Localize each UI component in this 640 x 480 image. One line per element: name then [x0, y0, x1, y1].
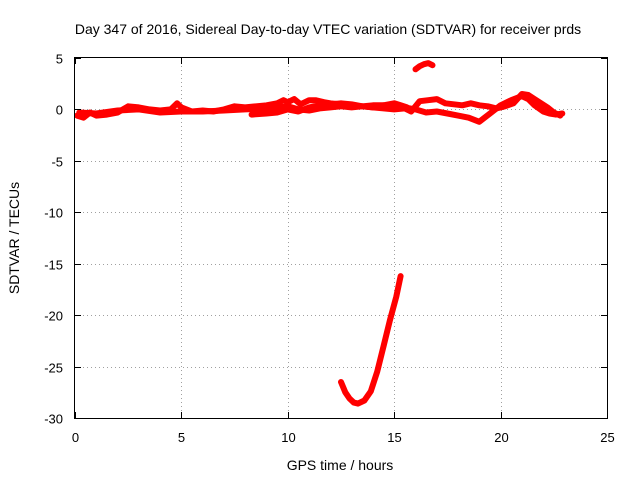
plot-frame — [74, 57, 608, 419]
data-series — [74, 60, 566, 407]
y-tick-label: -10 — [44, 206, 63, 221]
y-tick-label: 5 — [56, 52, 63, 67]
x-axis-label: GPS time / hours — [287, 457, 394, 473]
axis-ticks — [75, 58, 608, 419]
x-tick-label: 25 — [600, 430, 614, 445]
chart-title: Day 347 of 2016, Sidereal Day-to-day VTE… — [75, 21, 581, 37]
x-tick-label: 15 — [387, 430, 401, 445]
y-tick-label: 0 — [56, 103, 63, 118]
tick-labels: 0 5 10 15 20 25 5 0 -5 -10 -15 -20 -25 -30 — [44, 52, 615, 446]
series-line-trace-c — [248, 91, 564, 119]
y-tick-label: -30 — [44, 412, 63, 427]
y-tick-label: -5 — [51, 155, 63, 170]
x-tick-label: 5 — [178, 430, 185, 445]
series-line-trace-e — [338, 273, 404, 407]
y-tick-label: -20 — [44, 309, 63, 324]
y-axis-label: SDTVAR / TECUs — [6, 182, 22, 294]
x-tick-label: 0 — [72, 430, 79, 445]
y-tick-label: -15 — [44, 258, 63, 273]
series-line-trace-d — [412, 60, 436, 73]
x-tick-label: 20 — [494, 430, 508, 445]
y-tick-label: -25 — [44, 361, 63, 376]
x-tick-label: 10 — [281, 430, 295, 445]
